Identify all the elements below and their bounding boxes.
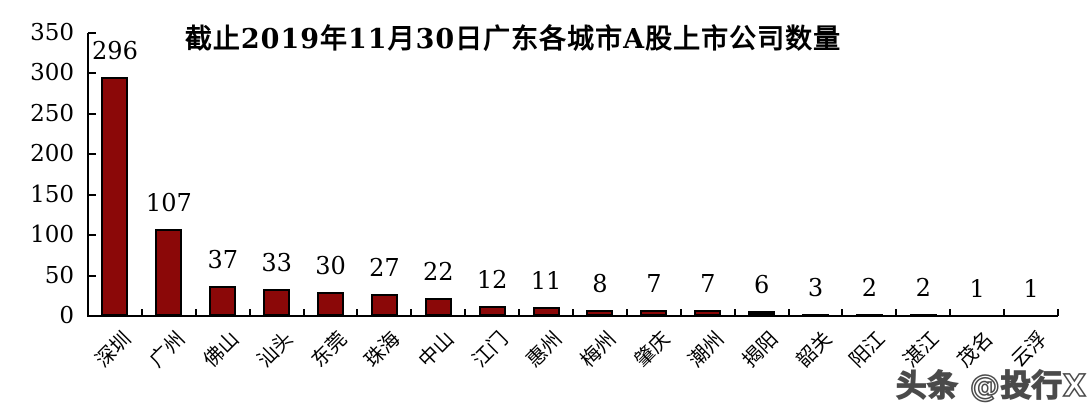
x-tick bbox=[518, 309, 521, 316]
chart-title: 截止2019年11月30日广东各城市A股上市公司数量 bbox=[184, 24, 842, 55]
x-axis-label: 惠州 bbox=[521, 326, 567, 372]
bar bbox=[586, 309, 614, 316]
bar-value-label: 7 bbox=[646, 270, 662, 299]
bar bbox=[101, 76, 129, 316]
watermark: 头条 @投行X bbox=[896, 368, 1087, 405]
y-tick bbox=[88, 72, 96, 75]
bar bbox=[640, 310, 668, 316]
bar bbox=[748, 311, 776, 316]
bar bbox=[209, 286, 237, 316]
x-axis-label: 肇庆 bbox=[629, 326, 675, 372]
x-tick bbox=[679, 309, 682, 316]
x-axis-label: 佛山 bbox=[198, 326, 244, 372]
x-tick bbox=[194, 309, 197, 316]
x-tick bbox=[464, 309, 467, 316]
bar-value-label: 2 bbox=[861, 274, 878, 303]
bar-value-label: 30 bbox=[315, 251, 346, 280]
bar bbox=[1017, 315, 1045, 316]
x-tick bbox=[248, 309, 251, 316]
x-axis-label: 深圳 bbox=[90, 326, 136, 372]
bar bbox=[317, 291, 344, 316]
y-tick bbox=[88, 234, 96, 237]
bar-value-label: 107 bbox=[145, 189, 192, 218]
bar bbox=[263, 289, 291, 316]
y-tick bbox=[88, 274, 96, 277]
x-axis-label: 广州 bbox=[144, 326, 190, 372]
bar-value-label: 22 bbox=[422, 258, 454, 287]
bar bbox=[478, 306, 506, 316]
bar-value-label: 1 bbox=[969, 275, 985, 304]
x-tick bbox=[841, 309, 844, 316]
x-axis-label: 梅州 bbox=[575, 326, 621, 372]
bar bbox=[155, 229, 183, 316]
y-axis-label: 350 bbox=[30, 20, 74, 46]
y-axis-line bbox=[87, 33, 89, 317]
bar bbox=[424, 298, 452, 316]
x-axis-line bbox=[87, 315, 1058, 317]
y-tick bbox=[88, 193, 96, 196]
y-tick bbox=[88, 112, 96, 115]
y-axis-label: 150 bbox=[30, 181, 74, 208]
bar-value-label: 1 bbox=[1023, 275, 1039, 304]
x-axis-label: 潮州 bbox=[683, 326, 729, 372]
bar-value-label: 3 bbox=[807, 273, 824, 302]
bar-value-label: 2 bbox=[915, 274, 931, 303]
x-tick bbox=[949, 309, 952, 316]
x-tick bbox=[302, 309, 305, 316]
x-tick bbox=[895, 309, 898, 316]
bar bbox=[802, 313, 829, 316]
y-axis-label: 0 bbox=[59, 303, 74, 329]
x-tick bbox=[1003, 309, 1006, 316]
x-axis-label: 揭阳 bbox=[736, 326, 783, 372]
x-axis-label: 阳江 bbox=[844, 326, 890, 372]
bar-value-label: 27 bbox=[369, 254, 400, 283]
bar-value-label: 7 bbox=[700, 270, 716, 299]
x-axis-label: 汕头 bbox=[251, 326, 298, 372]
bar-value-label: 33 bbox=[261, 249, 292, 278]
bar bbox=[532, 307, 560, 316]
x-tick bbox=[733, 309, 736, 316]
x-tick bbox=[87, 309, 89, 316]
x-axis-label: 东莞 bbox=[305, 326, 352, 372]
bar bbox=[370, 294, 398, 316]
x-tick bbox=[410, 309, 413, 316]
y-tick bbox=[88, 315, 96, 317]
x-tick bbox=[356, 309, 359, 316]
x-axis-label: 中山 bbox=[413, 326, 459, 372]
y-tick bbox=[88, 153, 96, 156]
y-axis-label: 50 bbox=[44, 262, 74, 289]
bar bbox=[855, 314, 883, 316]
y-tick bbox=[88, 32, 96, 34]
x-tick bbox=[140, 309, 143, 316]
x-tick bbox=[787, 309, 790, 316]
y-axis-label: 200 bbox=[30, 141, 74, 168]
bar-value-label: 6 bbox=[753, 271, 770, 300]
bar-value-label: 8 bbox=[592, 269, 608, 298]
x-tick bbox=[1057, 309, 1059, 316]
bar bbox=[694, 310, 722, 316]
y-axis-label: 100 bbox=[30, 222, 74, 249]
bar-value-label: 37 bbox=[207, 246, 238, 275]
x-tick bbox=[625, 309, 628, 316]
bar bbox=[963, 315, 991, 316]
x-tick bbox=[572, 309, 574, 316]
y-axis-label: 300 bbox=[30, 60, 74, 87]
x-axis-label: 江门 bbox=[467, 326, 513, 372]
y-axis-label: 250 bbox=[30, 100, 74, 127]
x-axis-label: 韶关 bbox=[790, 326, 837, 372]
bar bbox=[909, 314, 937, 316]
bar-value-label: 296 bbox=[92, 36, 138, 65]
bar-value-label: 12 bbox=[476, 266, 508, 295]
bar-value-label: 11 bbox=[530, 267, 562, 296]
x-axis-label: 珠海 bbox=[359, 326, 405, 372]
